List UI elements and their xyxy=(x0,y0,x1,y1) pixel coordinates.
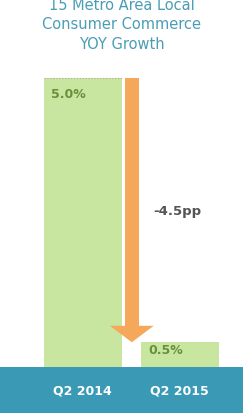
Bar xyxy=(125,79,139,328)
Text: Q2 2014: Q2 2014 xyxy=(53,384,112,397)
Bar xyxy=(44,79,122,372)
Text: -4.5pp: -4.5pp xyxy=(153,204,201,217)
Bar xyxy=(141,342,219,372)
Text: Q2 2015: Q2 2015 xyxy=(150,384,209,397)
Text: 5.0%: 5.0% xyxy=(51,88,86,101)
Text: 15 Metro Area Local
Consumer Commerce
YOY Growth: 15 Metro Area Local Consumer Commerce YO… xyxy=(42,0,201,52)
Text: 0.5%: 0.5% xyxy=(148,344,183,356)
Polygon shape xyxy=(110,326,154,342)
